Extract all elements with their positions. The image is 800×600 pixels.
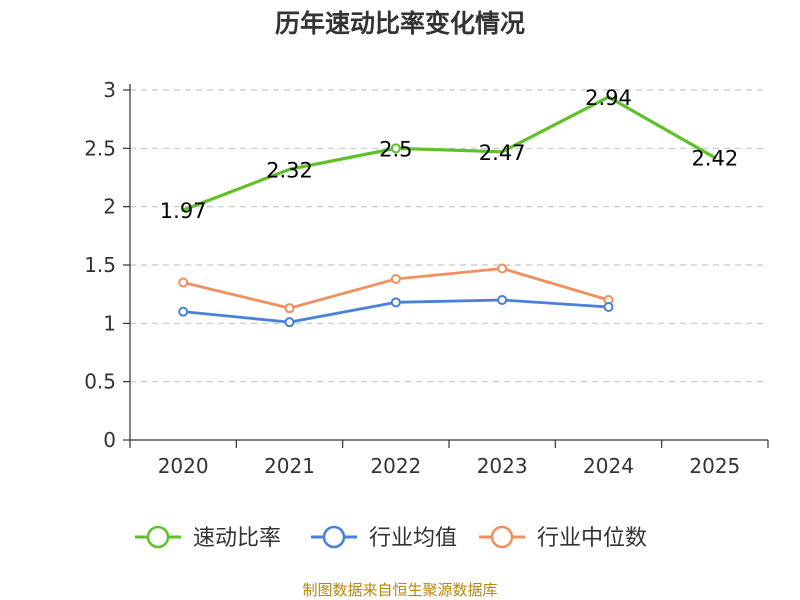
x-tick-label-2024: 2024 <box>583 454 634 478</box>
series-1-point-2024 <box>603 302 614 312</box>
y-tick-label-5: 2.5 <box>84 136 116 160</box>
axes <box>129 84 768 441</box>
series-2-point-2020 <box>178 277 189 288</box>
series-2-point-2021 <box>284 303 295 314</box>
data-label-2021: 2.32 <box>266 158 313 182</box>
series-1-point-2023 <box>497 295 508 305</box>
legend-marker-1 <box>322 525 346 549</box>
series-1-point-2022 <box>390 297 401 308</box>
x-tick-label-2022: 2022 <box>370 454 421 478</box>
y-tick-label-1: 0.5 <box>84 370 116 394</box>
y-tick-label-3: 1.5 <box>84 253 116 277</box>
data-label-2023: 2.47 <box>479 141 526 165</box>
y-tick-label-2: 1 <box>103 311 116 335</box>
y-axis-ticks: 0 0.5 1 1.5 2 2.5 3 <box>84 78 130 452</box>
x-tick-label-2021: 2021 <box>264 454 315 478</box>
legend-label-0: 速动比率 <box>193 526 281 551</box>
data-label-2020: 1.97 <box>160 199 207 223</box>
x-tick-label-2020: 2020 <box>158 454 209 478</box>
legend-item-1[interactable]: 行业均值 <box>311 525 457 551</box>
legend-marker-2 <box>490 525 514 549</box>
y-tick-label-6: 3 <box>103 78 116 102</box>
series-0-point-2022 <box>390 143 401 154</box>
source-note: 制图数据来自恒生聚源数据库 <box>302 581 497 599</box>
data-label-2025: 2.42 <box>691 147 738 171</box>
data-label-2022: 2.5 <box>379 137 412 161</box>
y-tick-label-0: 0 <box>103 428 116 452</box>
x-axis-ticks: 2020 2021 2022 2023 2024 2025 <box>129 440 769 478</box>
data-label-2024: 2.94 <box>585 86 632 110</box>
chart-title: 历年速动比率变化情况 <box>275 9 525 38</box>
legend-item-0[interactable]: 速动比率 <box>135 525 281 551</box>
y-tick-label-4: 2 <box>103 195 116 219</box>
series-1-point-2021 <box>284 317 295 328</box>
series-group <box>178 95 717 328</box>
x-tick-label-2023: 2023 <box>477 454 528 478</box>
legend[interactable]: 速动比率 行业均值 行业中位数 <box>135 525 647 551</box>
legend-item-2[interactable]: 行业中位数 <box>479 525 647 551</box>
series-line-0 <box>181 95 717 212</box>
series-1-point-2020 <box>178 306 189 317</box>
legend-label-2: 行业中位数 <box>537 526 647 551</box>
series-2-point-2022 <box>390 274 401 284</box>
x-tick-label-2025: 2025 <box>689 454 740 478</box>
data-labels: 1.97 2.32 2.5 2.47 2.94 2.42 <box>160 86 738 223</box>
legend-marker-0 <box>146 525 170 549</box>
grid-lines <box>130 89 768 383</box>
legend-label-1: 行业均值 <box>369 526 457 551</box>
series-2-point-2023 <box>497 263 508 274</box>
